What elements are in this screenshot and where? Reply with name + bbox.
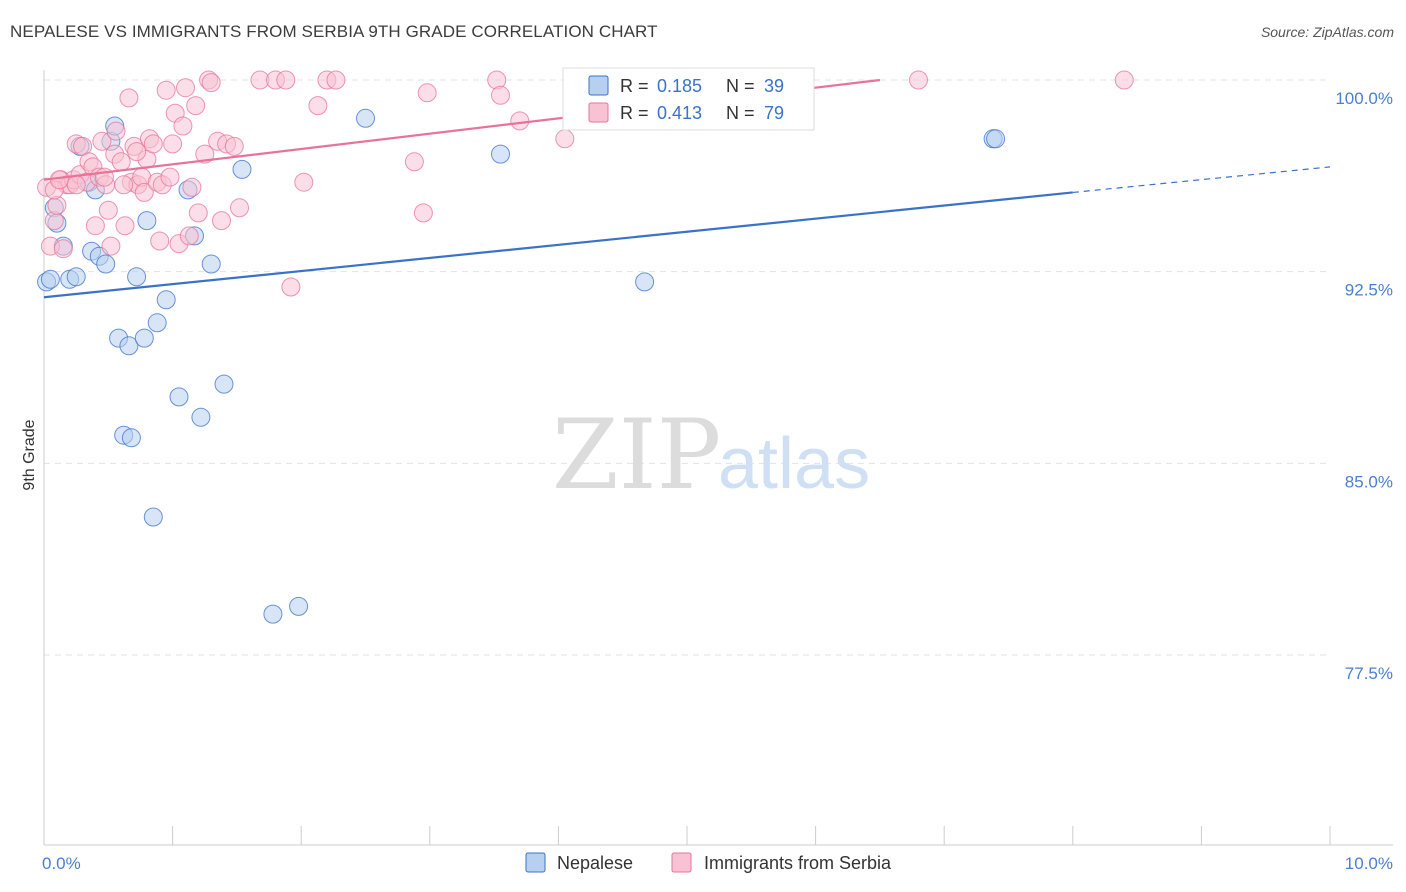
legend-r-label-2: R = — [620, 103, 649, 123]
watermark-atlas: atlas — [718, 424, 870, 504]
nepalese-point-20 — [137, 211, 157, 231]
serbia-point-64 — [413, 203, 433, 223]
axes — [43, 70, 1393, 846]
nepalese-point-27 — [191, 407, 211, 427]
serbia-point-45 — [186, 96, 206, 116]
nepalese-trend-line — [43, 191, 1073, 299]
nepalese-point-11 — [96, 254, 116, 274]
legend-n-label-1: N = — [726, 76, 755, 96]
legend-r-value-1: 0.185 — [657, 76, 702, 96]
legend-swatch-nepalese — [588, 75, 609, 96]
serbia-point-58 — [281, 277, 301, 297]
legend-r-value-2: 0.413 — [657, 103, 702, 123]
data-points — [37, 70, 1134, 624]
watermark-zip: ZIP — [552, 399, 721, 511]
source-label: Source: ZipAtlas.com — [1260, 24, 1394, 40]
serbia-point-19 — [101, 236, 121, 256]
nepalese-point-34 — [491, 144, 510, 164]
serbia-point-70 — [909, 70, 928, 90]
nepalese-point-35 — [635, 272, 655, 292]
serbia-point-24 — [119, 88, 139, 108]
nepalese-trend-extension — [1072, 166, 1331, 194]
serbia-point-23 — [115, 216, 135, 236]
x-tick-labels: 0.0% 10.0% — [42, 854, 1393, 873]
serbia-point-44 — [182, 177, 202, 197]
nepalese-point-29 — [214, 374, 234, 394]
serbia-point-57 — [276, 70, 296, 90]
y-tick-label-0: 100.0% — [1335, 89, 1393, 108]
serbia-point-38 — [163, 134, 183, 154]
bottom-legend-swatch-nepalese — [525, 852, 546, 873]
serbia-point-53 — [224, 136, 244, 156]
serbia-point-29 — [134, 182, 154, 202]
nepalese-point-28 — [201, 254, 221, 274]
legend-swatch-serbia — [588, 102, 609, 123]
serbia-point-59 — [294, 172, 314, 192]
nepalese-point-5 — [66, 267, 86, 287]
legend-n-label-2: N = — [726, 103, 755, 123]
serbia-point-34 — [150, 231, 170, 251]
nepalese-point-16 — [119, 336, 139, 356]
serbia-point-63 — [404, 152, 424, 172]
serbia-point-76 — [66, 175, 86, 195]
legend-n-value-1: 39 — [764, 76, 784, 96]
serbia-point-75 — [114, 175, 134, 195]
serbia-point-60 — [308, 96, 328, 116]
serbia-point-43 — [179, 226, 199, 246]
y-tick-label-1: 92.5% — [1345, 281, 1393, 300]
nepalese-point-38 — [40, 269, 60, 289]
nepalese-point-23 — [156, 290, 176, 310]
nepalese-point-17 — [121, 428, 141, 448]
serbia-point-67 — [491, 85, 510, 105]
x-tick-label-0: 0.0% — [42, 854, 81, 873]
bottom-legend-label-nepalese: Nepalese — [557, 853, 633, 873]
serbia-point-21 — [106, 121, 126, 141]
y-tick-label-3: 77.5% — [1345, 664, 1393, 683]
serbia-point-37 — [160, 167, 180, 187]
serbia-point-46 — [188, 203, 208, 223]
legend-n-value-2: 79 — [764, 103, 784, 123]
serbia-point-47 — [195, 144, 215, 164]
series-legend: Nepalese Immigrants from Serbia — [525, 852, 892, 873]
serbia-point-54 — [230, 198, 249, 218]
legend-r-label-1: R = — [620, 76, 649, 96]
serbia-point-41 — [173, 116, 193, 136]
nepalese-point-32 — [289, 596, 309, 616]
serbia-point-68 — [510, 111, 530, 131]
correlation-legend: R = 0.185 N = 39 R = 0.413 N = 79 — [562, 67, 815, 131]
nepalese-point-24 — [169, 387, 189, 407]
y-tick-label-2: 85.0% — [1345, 472, 1393, 491]
serbia-point-16 — [92, 131, 112, 151]
bottom-legend-label-serbia: Immigrants from Serbia — [704, 853, 892, 873]
serbia-point-51 — [212, 211, 231, 231]
serbia-point-18 — [98, 200, 118, 220]
nepalese-point-18 — [127, 267, 147, 287]
chart-title: NEPALESE VS IMMIGRANTS FROM SERBIA 9TH G… — [10, 22, 658, 41]
nepalese-point-33 — [356, 108, 375, 128]
nepalese-point-37 — [986, 129, 1006, 149]
serbia-point-65 — [417, 83, 437, 103]
bottom-legend-swatch-serbia — [671, 852, 692, 873]
serbia-point-69 — [555, 129, 575, 149]
serbia-point-36 — [156, 80, 176, 100]
serbia-point-14 — [85, 216, 105, 236]
serbia-point-22 — [111, 152, 131, 172]
serbia-point-72 — [53, 239, 73, 259]
y-tick-labels: 100.0% 92.5% 85.0% 77.5% — [1335, 89, 1393, 683]
serbia-point-42 — [176, 78, 195, 98]
nepalese-point-22 — [147, 313, 167, 333]
serbia-point-77 — [127, 142, 147, 162]
serbia-point-49 — [201, 73, 221, 93]
nepalese-point-31 — [263, 604, 283, 624]
serbia-point-74 — [49, 170, 69, 190]
x-tick-label-1: 10.0% — [1345, 854, 1393, 873]
serbia-point-71 — [1114, 70, 1134, 90]
serbia-point-62 — [326, 70, 346, 90]
nepalese-point-30 — [232, 159, 252, 179]
nepalese-point-19 — [134, 328, 154, 348]
nepalese-point-21 — [143, 507, 163, 527]
y-axis-label: 9th Grade — [21, 419, 38, 490]
serbia-point-32 — [143, 134, 163, 154]
